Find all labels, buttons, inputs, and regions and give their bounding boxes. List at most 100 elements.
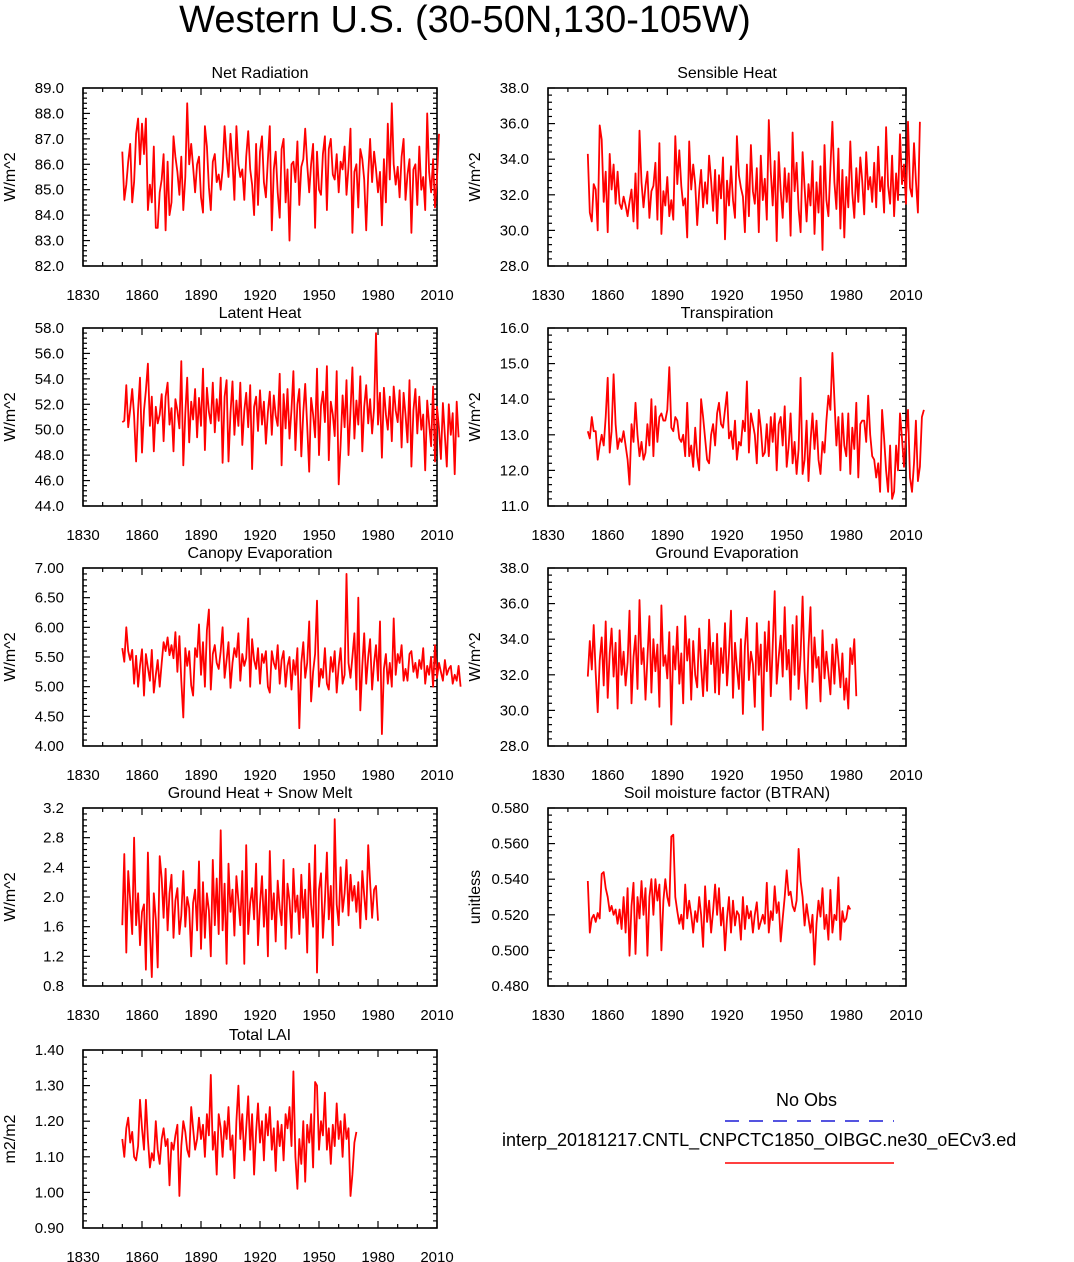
x-tick-label: 1890 <box>184 767 217 784</box>
y-tick-label: 1.2 <box>43 948 64 965</box>
chart-panel: 1830 1860 1890 1920 1950 1980 2010 0.8 1.2 1.6 2.0… <box>2 785 454 1024</box>
panel-title: Sensible Heat <box>677 65 777 82</box>
x-tick-label: 1920 <box>243 287 276 304</box>
x-tick-label: 1890 <box>184 1007 217 1024</box>
y-tick-label: 44.0 <box>35 498 64 515</box>
x-tick-label: 2010 <box>420 527 453 544</box>
x-tick-label: 1830 <box>66 1249 99 1262</box>
y-tick-label: 54.0 <box>35 371 64 388</box>
y-tick-label: 46.0 <box>35 473 64 490</box>
y-tick-label: 88.0 <box>35 105 64 122</box>
x-tick-label: 1860 <box>591 287 624 304</box>
x-tick-label: 2010 <box>420 1249 453 1262</box>
y-tick-label: 32.0 <box>500 187 529 204</box>
x-tick-label: 1950 <box>770 527 803 544</box>
series-line <box>121 1070 358 1197</box>
y-tick-label: 30.0 <box>500 702 529 719</box>
y-axis-label: W/m^2 <box>467 152 484 201</box>
chart-panel: 1830 1860 1890 1920 1950 1980 2010 0.90 1.00 1.10… <box>2 1027 454 1262</box>
panel-title: Canopy Evaporation <box>188 545 333 562</box>
y-axis-label: W/m^2 <box>467 392 484 441</box>
y-tick-label: 1.20 <box>35 1113 64 1130</box>
y-tick-label: 85.0 <box>35 182 64 199</box>
chart-panel: 1830 1860 1890 1920 1950 1980 2010 11.0 12.0 13.0… <box>467 305 925 544</box>
x-tick-label: 1920 <box>710 527 743 544</box>
x-tick-label: 1980 <box>361 767 394 784</box>
x-tick-label: 2010 <box>889 767 922 784</box>
panel-title: Total LAI <box>229 1027 291 1044</box>
y-axis-label: W/m^2 <box>2 392 19 441</box>
x-tick-label: 1890 <box>184 287 217 304</box>
series-line <box>586 351 925 500</box>
y-tick-label: 0.480 <box>491 978 529 995</box>
x-tick-label: 1950 <box>302 1249 335 1262</box>
x-tick-label: 1950 <box>770 767 803 784</box>
x-tick-label: 1980 <box>830 527 863 544</box>
panel-title: Net Radiation <box>212 65 309 82</box>
y-tick-label: 1.10 <box>35 1149 64 1166</box>
y-axis-label: W/m^2 <box>2 632 19 681</box>
y-tick-label: 82.0 <box>35 258 64 275</box>
y-tick-label: 6.00 <box>35 619 64 636</box>
x-tick-label: 1860 <box>125 527 158 544</box>
plot-frame <box>547 327 907 507</box>
y-tick-label: 7.00 <box>35 560 64 577</box>
x-tick-label: 1890 <box>651 527 684 544</box>
x-tick-label: 1830 <box>66 527 99 544</box>
y-tick-label: 38.0 <box>500 560 529 577</box>
y-tick-label: 0.580 <box>491 800 529 817</box>
x-tick-label: 1890 <box>651 1007 684 1024</box>
x-tick-label: 1830 <box>531 287 564 304</box>
x-tick-label: 1890 <box>184 1249 217 1262</box>
x-tick-label: 2010 <box>889 527 922 544</box>
x-tick-label: 1830 <box>531 1007 564 1024</box>
x-tick-label: 1860 <box>591 527 624 544</box>
x-tick-label: 1890 <box>184 527 217 544</box>
chart-panel: 1830 1860 1890 1920 1950 1980 2010 4.00 4.50 5.00… <box>2 545 462 784</box>
y-tick-label: 4.50 <box>35 708 64 725</box>
y-axis-label: W/m^2 <box>2 152 19 201</box>
y-tick-label: 83.0 <box>35 233 64 250</box>
y-tick-label: 1.40 <box>35 1042 64 1059</box>
x-tick-label: 1830 <box>66 1007 99 1024</box>
y-tick-label: 0.90 <box>35 1220 64 1237</box>
x-tick-label: 1830 <box>66 287 99 304</box>
y-tick-label: 84.0 <box>35 207 64 224</box>
x-tick-label: 1920 <box>243 1007 276 1024</box>
y-tick-label: 15.0 <box>500 356 529 373</box>
x-tick-label: 1980 <box>361 1007 394 1024</box>
series-line <box>121 573 462 735</box>
x-tick-label: 2010 <box>889 1007 922 1024</box>
y-tick-label: 0.540 <box>491 871 529 888</box>
x-tick-label: 1980 <box>361 1249 394 1262</box>
y-tick-label: 28.0 <box>500 738 529 755</box>
y-tick-label: 2.8 <box>43 830 64 847</box>
y-tick-label: 34.0 <box>500 151 529 168</box>
chart-panel: 1830 1860 1890 1920 1950 1980 2010 0.480 0.500 0.… <box>467 785 923 1024</box>
x-tick-label: 1860 <box>125 287 158 304</box>
y-tick-label: 36.0 <box>500 596 529 613</box>
y-tick-label: 30.0 <box>500 222 529 239</box>
y-tick-label: 58.0 <box>35 320 64 337</box>
figure-title: Western U.S. (30-50N,130-105W) <box>179 0 751 41</box>
x-tick-label: 2010 <box>889 287 922 304</box>
y-tick-label: 28.0 <box>500 258 529 275</box>
chart-panel: 1830 1860 1890 1920 1950 1980 2010 82.0 83.0 84.0… <box>2 65 454 304</box>
y-tick-label: 5.50 <box>35 649 64 666</box>
x-tick-label: 1860 <box>125 767 158 784</box>
y-axis-label: unitless <box>467 870 484 924</box>
y-tick-label: 11.0 <box>501 498 529 515</box>
y-tick-label: 0.500 <box>491 942 529 959</box>
x-tick-label: 1980 <box>830 767 863 784</box>
panel-title: Ground Heat + Snow Melt <box>168 785 353 802</box>
y-tick-label: 6.50 <box>35 590 64 607</box>
y-tick-label: 1.00 <box>35 1184 64 1201</box>
x-tick-label: 1830 <box>531 527 564 544</box>
x-tick-label: 1890 <box>651 287 684 304</box>
x-tick-label: 1950 <box>770 287 803 304</box>
y-axis-label: W/m^2 <box>2 872 19 921</box>
y-tick-label: 14.0 <box>500 391 529 408</box>
x-tick-label: 1950 <box>302 527 335 544</box>
y-tick-label: 50.0 <box>35 422 64 439</box>
x-tick-label: 1920 <box>710 1007 743 1024</box>
